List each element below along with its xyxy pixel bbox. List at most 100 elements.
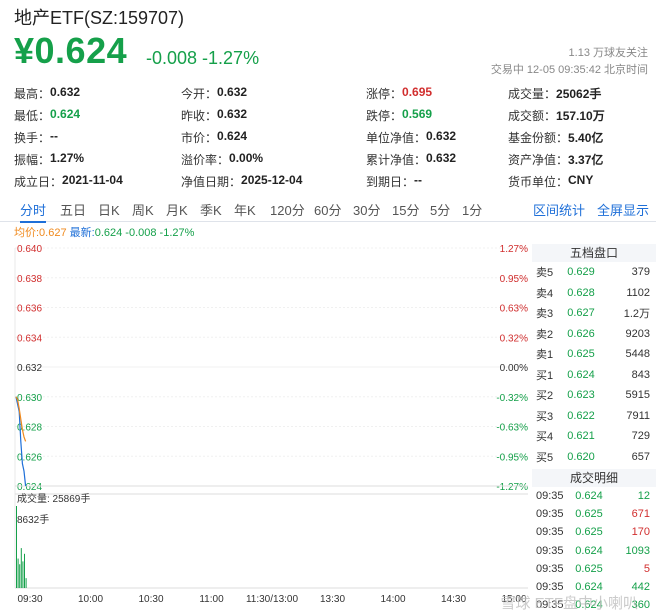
tab-3[interactable]: 日K bbox=[98, 203, 120, 218]
order-volume: 5915 bbox=[625, 389, 650, 402]
stat-item: 市价： 0.624 bbox=[181, 129, 366, 146]
stat-label: 今开： bbox=[181, 86, 218, 101]
volume-bar bbox=[19, 564, 21, 588]
stat-item: 换手： -- bbox=[14, 129, 181, 146]
trade-price: 0.625 bbox=[575, 526, 603, 539]
trade-price: 0.624 bbox=[575, 581, 603, 594]
stat-value: 0.624 bbox=[217, 128, 248, 143]
tab-5[interactable]: 月K bbox=[166, 203, 188, 218]
price-tick-label: 0.628 bbox=[17, 423, 42, 434]
x-tick-label: 11:30/13:00 bbox=[246, 594, 299, 605]
tab-11[interactable]: 15分 bbox=[392, 203, 420, 218]
stat-label: 成交额： bbox=[508, 108, 557, 123]
order-level: 卖2 bbox=[536, 328, 554, 341]
tab-1[interactable]: 分时 bbox=[20, 200, 47, 223]
stat-value: -- bbox=[414, 172, 423, 187]
order-book-row: 卖3 0.627 1.2万 bbox=[532, 303, 656, 324]
trade-volume: 12 bbox=[637, 490, 650, 503]
order-level: 买5 bbox=[536, 451, 554, 464]
tab-6[interactable]: 季K bbox=[200, 203, 222, 218]
stat-label: 换手： bbox=[14, 130, 51, 145]
stat-label: 市价： bbox=[181, 130, 218, 145]
order-volume: 1102 bbox=[626, 286, 650, 299]
watermark: 雪球 ETF盘中小喇叭 bbox=[500, 595, 639, 612]
price-tick-label: 0.640 bbox=[17, 244, 42, 255]
order-volume: 729 bbox=[631, 430, 650, 443]
trade-row: 09:35 0.624 12 bbox=[532, 487, 656, 505]
stat-value: 0.00% bbox=[229, 150, 264, 165]
stat-item: 今开： 0.632 bbox=[181, 85, 366, 102]
pct-tick-label: 0.00% bbox=[500, 363, 528, 374]
x-tick-label: 15:00 bbox=[501, 594, 526, 605]
price-change: -0.008 -1.27% bbox=[146, 48, 260, 68]
stat-item: 涨停： 0.695 bbox=[366, 85, 508, 102]
stat-label: 累计净值： bbox=[366, 152, 427, 167]
intraday-chart-svg[interactable]: 0.640 1.27% 0.638 0.95% 0.636 0.63% 0.634 0.32%… bbox=[0, 236, 530, 615]
trade-row: 09:35 0.624 442 bbox=[532, 578, 656, 596]
last-price-label: 最新: bbox=[69, 227, 95, 239]
fullscreen-link[interactable]: 全屏显示 bbox=[597, 203, 650, 218]
trade-price: 0.624 bbox=[575, 599, 603, 612]
tab-10[interactable]: 30分 bbox=[353, 203, 381, 218]
x-tick-label: 14:30 bbox=[441, 594, 466, 605]
trade-volume: 360 bbox=[631, 599, 650, 612]
stat-item: 基金份额： 5.40亿 bbox=[508, 129, 654, 146]
trade-row: 09:35 0.624 360 bbox=[532, 596, 656, 614]
order-volume: 379 bbox=[631, 266, 650, 279]
order-level: 卖5 bbox=[536, 267, 554, 280]
stat-label: 溢价率： bbox=[181, 152, 230, 167]
pct-tick-label: -1.27% bbox=[496, 482, 528, 493]
stat-item: 累计净值： 0.632 bbox=[366, 151, 508, 168]
trade-volume: 5 bbox=[643, 562, 650, 575]
stat-value: -- bbox=[50, 128, 59, 143]
order-price: 0.624 bbox=[567, 368, 595, 381]
x-tick-label: 11:00 bbox=[199, 594, 224, 605]
stat-item: 成交额： 157.10万 bbox=[508, 107, 654, 124]
tab-9[interactable]: 60分 bbox=[314, 203, 342, 218]
stat-row: 振幅： 1.27% 溢价率： 0.00% 累计净值： 0.632 资产净值： 3.37亿 bbox=[14, 148, 654, 170]
security-title: 地产ETF(SZ:159707) bbox=[14, 8, 185, 28]
intraday-chart[interactable]: 0.640 1.27% 0.638 0.95% 0.636 0.63% 0.634 0.32%… bbox=[0, 236, 530, 615]
current-price: ¥0.624 bbox=[14, 30, 128, 71]
volume-bar bbox=[17, 558, 19, 588]
price-tick-label: 0.626 bbox=[17, 452, 42, 463]
order-book-row: 卖2 0.626 9203 bbox=[532, 324, 656, 345]
volume-bar bbox=[25, 578, 27, 588]
followers-count[interactable]: 1.13 万球友关注 bbox=[568, 47, 648, 59]
stat-value: 25062手 bbox=[556, 86, 602, 101]
tab-4[interactable]: 周K bbox=[132, 203, 154, 218]
trade-volume: 442 bbox=[631, 581, 650, 594]
trade-status-time: 交易中 12-05 09:35:42 北京时间 bbox=[490, 64, 648, 76]
x-tick-label: 13:30 bbox=[320, 594, 345, 605]
volume-bar bbox=[22, 561, 24, 588]
range-stats-link[interactable]: 区间统计 bbox=[533, 203, 586, 218]
stat-label: 跌停： bbox=[366, 108, 403, 123]
order-price: 0.627 bbox=[567, 307, 595, 320]
stat-value: 0.632 bbox=[50, 84, 81, 99]
trades-title: 成交明细 bbox=[532, 469, 656, 487]
tab-2[interactable]: 五日 bbox=[60, 203, 87, 218]
order-book-row: 买1 0.624 843 bbox=[532, 365, 656, 386]
stat-label: 振幅： bbox=[14, 152, 51, 167]
price-tick-label: 0.634 bbox=[17, 333, 42, 344]
tab-12[interactable]: 5分 bbox=[430, 203, 451, 218]
pct-tick-label: 0.95% bbox=[500, 274, 528, 285]
trade-time: 09:35 bbox=[536, 562, 564, 575]
tab-8[interactable]: 120分 bbox=[270, 203, 305, 218]
pct-tick-label: 1.27% bbox=[500, 244, 528, 255]
stat-value: 0.632 bbox=[426, 150, 457, 165]
order-level: 买3 bbox=[536, 410, 554, 423]
stat-item: 昨收： 0.632 bbox=[181, 107, 366, 124]
tab-7[interactable]: 年K bbox=[234, 203, 256, 218]
chart-legend: 均价:0.627 最新:0.624 -0.008 -1.27% bbox=[14, 224, 194, 240]
pct-tick-label: -0.63% bbox=[496, 423, 528, 434]
order-volume: 843 bbox=[631, 368, 650, 381]
volume-max-label: 8632手 bbox=[17, 513, 49, 526]
tab-13[interactable]: 1分 bbox=[462, 203, 483, 218]
stat-label: 涨停： bbox=[366, 86, 403, 101]
order-volume: 9203 bbox=[625, 327, 650, 340]
order-price: 0.625 bbox=[567, 348, 595, 361]
volume-bar bbox=[24, 553, 25, 588]
trade-price: 0.624 bbox=[575, 544, 603, 557]
stat-row: 成立日： 2021-11-04 净值日期： 2025-12-04 到期日： -- 货币单位：… bbox=[14, 170, 654, 192]
